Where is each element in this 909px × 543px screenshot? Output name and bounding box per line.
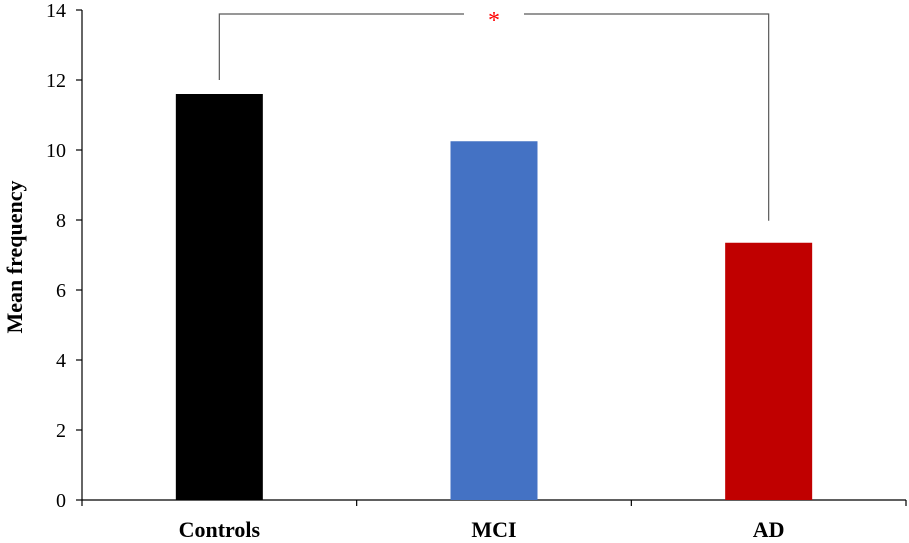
bracket-right-line: [524, 13, 770, 221]
x-tick-label: MCI: [471, 517, 516, 542]
significance-bracket: *: [218, 8, 770, 221]
bar-ad: [725, 242, 813, 500]
y-axis: 0 2 4 6 8 10 12 14: [46, 0, 83, 512]
bar-controls: [175, 94, 263, 500]
y-tick-label: 6: [56, 280, 66, 302]
y-tick-label: 0: [56, 490, 66, 512]
x-axis: Controls MCI AD: [81, 499, 907, 542]
y-tick-label: 8: [56, 210, 66, 232]
x-tick-label: AD: [753, 517, 785, 542]
bar-mci: [450, 141, 538, 500]
bracket-left-line: [218, 13, 464, 80]
y-tick-label: 12: [46, 70, 66, 92]
y-axis-title: Mean frequency: [2, 181, 27, 334]
y-tick-label: 2: [56, 420, 66, 442]
y-tick-label: 14: [46, 0, 66, 22]
bars: [175, 94, 813, 500]
x-tick-label: Controls: [179, 517, 261, 542]
y-tick-label: 4: [56, 350, 66, 372]
significance-asterisk: *: [488, 8, 500, 34]
y-tick-label: 10: [46, 140, 66, 162]
